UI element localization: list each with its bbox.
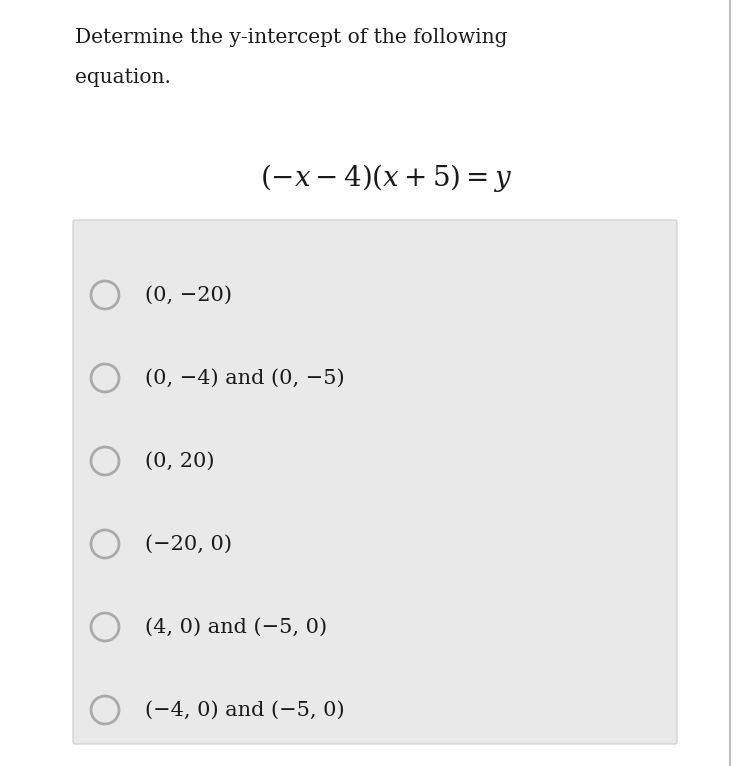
- Text: equation.: equation.: [75, 68, 171, 87]
- Text: (−4, 0) and (−5, 0): (−4, 0) and (−5, 0): [145, 700, 344, 719]
- Circle shape: [91, 530, 119, 558]
- Circle shape: [91, 364, 119, 392]
- Text: (0, −4) and (0, −5): (0, −4) and (0, −5): [145, 368, 344, 388]
- Text: $(-x-4)(x+5)=y$: $(-x-4)(x+5)=y$: [260, 162, 512, 194]
- Circle shape: [91, 613, 119, 641]
- Text: (4, 0) and (−5, 0): (4, 0) and (−5, 0): [145, 617, 327, 637]
- Text: (0, 20): (0, 20): [145, 451, 214, 470]
- Text: (0, −20): (0, −20): [145, 286, 232, 305]
- Text: Determine the y-intercept of the following: Determine the y-intercept of the followi…: [75, 28, 508, 47]
- FancyBboxPatch shape: [73, 220, 677, 744]
- Circle shape: [91, 696, 119, 724]
- Circle shape: [91, 447, 119, 475]
- Circle shape: [91, 281, 119, 309]
- Text: (−20, 0): (−20, 0): [145, 535, 232, 554]
